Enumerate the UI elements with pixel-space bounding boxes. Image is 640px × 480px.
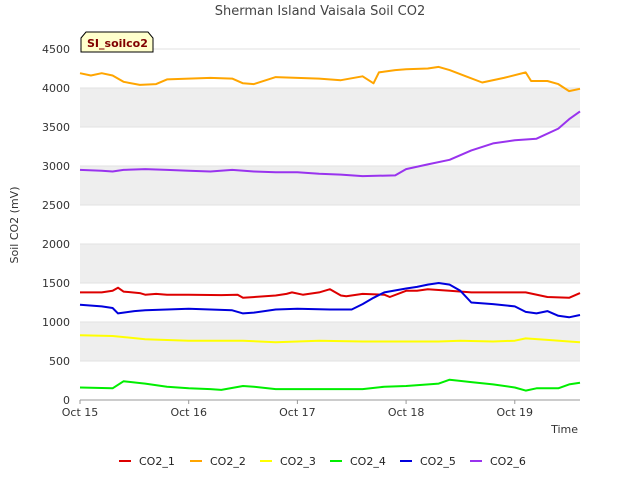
x-tick-label: Oct 18 [388,406,425,419]
badge-box [80,31,154,53]
series-lines [79,65,581,392]
series-line-co2-2 [79,65,581,93]
series-line-co2-4 [79,378,581,392]
plot-band [80,244,580,283]
y-tick-label: 3000 [42,160,70,173]
y-tick-label: 2000 [42,238,70,251]
chart-title: Sherman Island Vaisala Soil CO2 [215,4,425,19]
legend-label: CO2_5 [420,455,456,468]
x-tick-label: Oct 15 [62,406,99,419]
x-tick-labels: Oct 15 Oct 16 Oct 17 Oct 18 Oct 19 [62,400,533,419]
x-tick-label: Oct 16 [170,406,207,419]
badge-label: SI_soilco2 [87,37,148,50]
y-tick-label: 0 [63,394,70,407]
gridlines [80,48,580,362]
y-tick-label: 2500 [42,199,70,212]
plot-band [80,88,580,127]
y-tick-label: 1500 [42,277,70,290]
series-line-co2-5 [79,282,581,319]
y-tick-label: 500 [49,355,70,368]
legend-label: CO2_6 [490,455,526,468]
legend-label: CO2_3 [280,455,316,468]
y-axis-label: Soil CO2 (mV) [8,187,21,264]
y-tick-label: 3500 [42,121,70,134]
y-tick-label: 4000 [42,82,70,95]
series-line-co2-1 [80,286,581,299]
y-tick-label: 1000 [42,316,70,329]
plot-bands [80,88,580,361]
x-axis-label: Time [550,423,578,436]
legend-label: CO2_1 [139,455,175,468]
y-tick-label: 4500 [42,43,70,56]
y-tick-labels: 0 500 1000 1500 2000 2500 3000 3500 4000 4500 [42,43,70,407]
legend-label: CO2_4 [350,455,386,468]
legend: CO2_1 CO2_2 CO2_3 CO2_4 CO2_5 CO2_6 [119,455,526,468]
x-tick-label: Oct 17 [279,406,316,419]
x-tick-label: Oct 19 [497,406,534,419]
plot-band [80,166,580,205]
badge: SI_soilco2 [80,31,154,53]
series-line-co2-3 [79,334,581,344]
legend-label: CO2_2 [210,455,246,468]
series-line-co2-6 [79,110,581,178]
